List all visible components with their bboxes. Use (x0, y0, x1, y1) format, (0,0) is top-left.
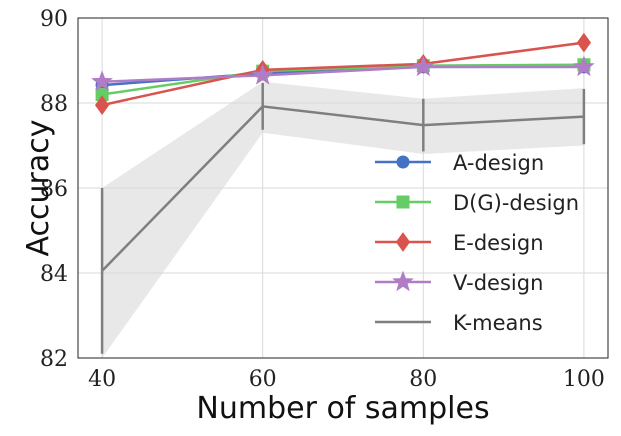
legend-marker-a-design (396, 155, 410, 169)
legend-item-e-design: E-design (375, 231, 544, 255)
point-v-design (412, 55, 435, 77)
y-tick-label: 84 (40, 262, 68, 287)
y-tick-label: 82 (40, 347, 68, 372)
y-axis-title: Accuracy (21, 120, 56, 257)
legend-item-d-g-design: D(G)-design (375, 191, 579, 215)
y-ticks: 82 84 86 88 90 (40, 7, 68, 372)
y-tick-label: 86 (40, 177, 68, 202)
legend-label-v-design: V-design (453, 271, 543, 295)
series-line-k-means (101, 105, 584, 272)
point-v-design (91, 70, 113, 91)
series-line-v-design (102, 65, 584, 83)
x-tick-label: 80 (409, 367, 437, 392)
series-lines (91, 32, 595, 354)
legend-label-k-means: K-means (453, 311, 543, 335)
legend-marker-v-design (392, 270, 414, 292)
y-tick-label: 90 (40, 7, 68, 32)
x-axis-title: Number of samples (196, 391, 489, 426)
legend-label-a-design: A-design (453, 151, 544, 175)
point-e-design (94, 95, 110, 115)
plot-frame (77, 17, 609, 359)
series-k-means (100, 83, 586, 354)
legend-item-k-means: K-means (375, 311, 543, 335)
x-tick-label: 100 (563, 367, 605, 392)
x-tick-label: 40 (88, 367, 116, 392)
series-line-d-g-design (101, 63, 584, 96)
x-tick-label: 60 (249, 367, 277, 392)
kmeans-confidence-band (102, 81, 584, 358)
legend-item-v-design: V-design (375, 270, 543, 295)
y-tick-label: 88 (40, 92, 68, 117)
series-line-a-design (101, 65, 584, 87)
legend: A-design D(G)-design E-design V-design K-mea… (375, 151, 579, 335)
point-v-design (251, 63, 274, 85)
legend-label-e-design: E-design (453, 231, 544, 255)
point-v-design (573, 55, 595, 77)
series-line-e-design (101, 41, 585, 107)
legend-item-a-design: A-design (375, 151, 544, 175)
legend-marker-d-g-design (396, 195, 410, 209)
legend-label-d-g-design: D(G)-design (453, 191, 579, 215)
x-ticks: 40 60 80 100 (88, 367, 605, 392)
series-v-design (91, 55, 595, 91)
legend-marker-e-design (395, 232, 411, 252)
kmeans-band (102, 81, 584, 358)
point-e-design (576, 32, 592, 53)
